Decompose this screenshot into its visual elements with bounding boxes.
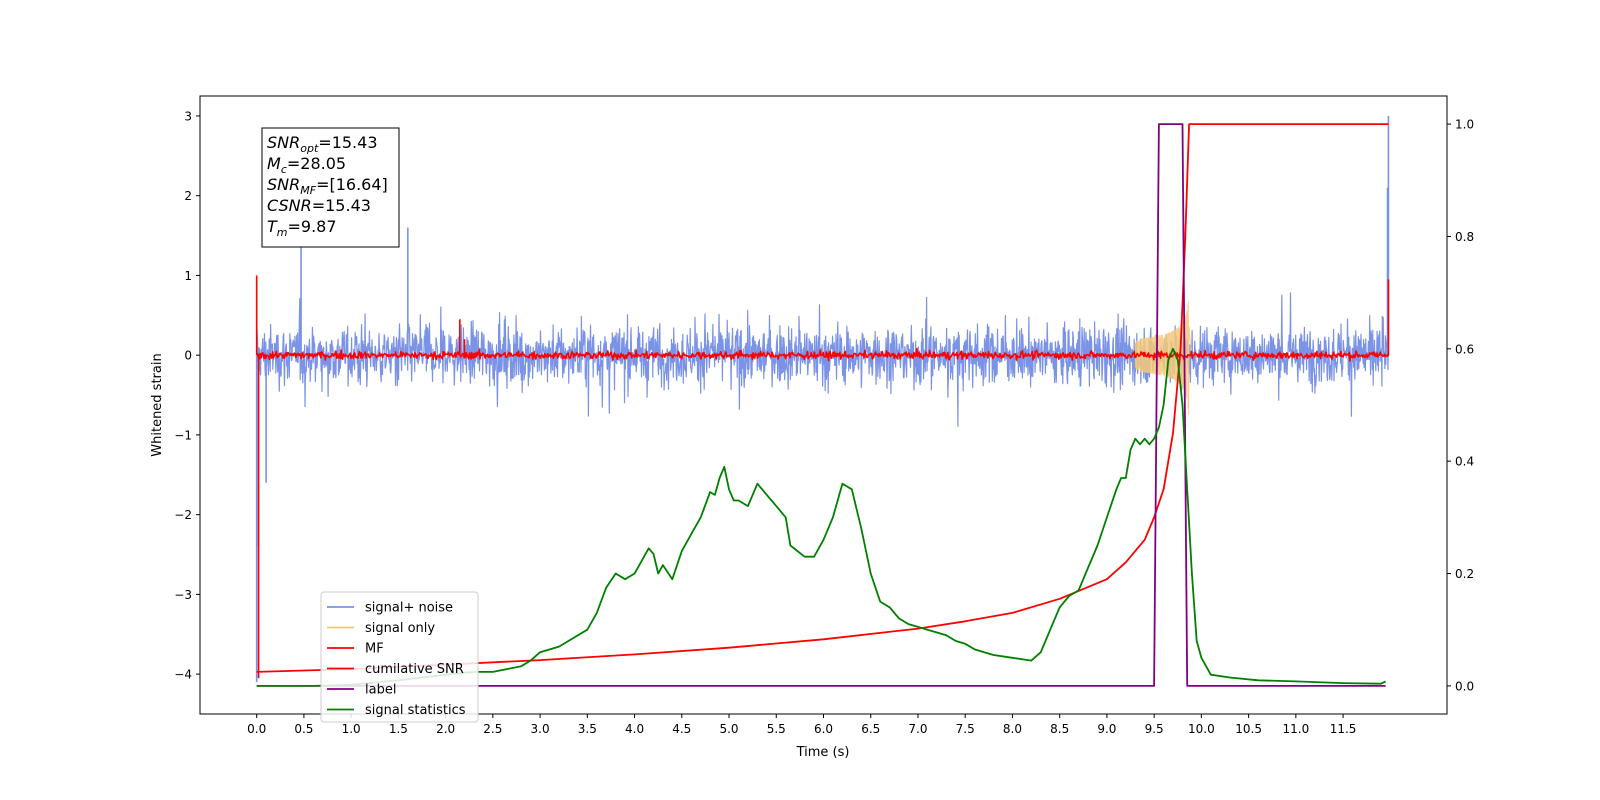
annotation-value: =[16.64] [316, 175, 388, 194]
x-tick-label: 0.0 [247, 722, 266, 736]
y-tick-label-left: 1 [184, 269, 192, 283]
annotation-symbol: SNR [267, 175, 300, 194]
annotation-subscript: c [281, 163, 287, 176]
annotation-symbol: SNR [267, 133, 300, 152]
y-tick-label-left: −1 [174, 428, 192, 442]
x-tick-label: 10.5 [1235, 722, 1262, 736]
annotation-value: =28.05 [287, 154, 346, 173]
x-axis-label: Time (s) [796, 745, 850, 760]
x-tick-label: 6.5 [861, 722, 880, 736]
x-tick-label: 5.0 [719, 722, 738, 736]
y-tick-label-left: −3 [174, 588, 192, 602]
annotation-line: Tm=9.87 [267, 217, 337, 239]
y-tick-label-left: 0 [184, 349, 192, 363]
x-tick-label: 9.5 [1145, 722, 1164, 736]
x-tick-label: 7.5 [956, 722, 975, 736]
series-signal-noise [256, 292, 1389, 427]
annotation-value: =9.87 [288, 217, 337, 236]
x-tick-label: 9.0 [1097, 722, 1116, 736]
x-tick-label: 8.0 [1003, 722, 1022, 736]
x-tick-label: 3.5 [578, 722, 597, 736]
y-tick-label-right: 0.8 [1455, 230, 1474, 244]
legend-label: cumilative SNR [365, 662, 464, 677]
series-signal-statistics [256, 347, 1386, 687]
annotation-subscript: m [277, 226, 288, 239]
series-cumilative-snr [256, 123, 1389, 673]
y-tick-label-right: 0.6 [1455, 342, 1474, 356]
annotation-value: =15.43 [312, 196, 371, 215]
annotation-frame [261, 127, 400, 248]
x-tick-label: 2.5 [483, 722, 502, 736]
y-tick-label-left: 3 [184, 109, 192, 123]
x-tick-label: 10.0 [1188, 722, 1215, 736]
legend: signal+ noise signal only MF cumilative SNR… [320, 591, 479, 723]
legend-frame [320, 591, 479, 723]
x-tick-label: 8.5 [1050, 722, 1069, 736]
annotation-symbol: CSNR [267, 196, 312, 215]
annotation-value: =15.43 [318, 133, 377, 152]
annotation-subscript: MF [300, 184, 316, 197]
y-axis-label: Whitened strain [150, 353, 165, 456]
series-signal-only [1134, 301, 1193, 416]
data-layer [255, 115, 1390, 687]
y-tick-label-left: −4 [174, 668, 192, 682]
annotation-line: CSNR=15.43 [267, 196, 371, 215]
annotation-line: SNRMF=[16.64] [267, 175, 388, 197]
x-tick-label: 11.5 [1330, 722, 1357, 736]
y-tick-label-left: 2 [184, 189, 192, 203]
y-axis-left: 3 2 1 0 −1 −2 −3 −4 [174, 109, 200, 682]
y-tick-label-right: 1.0 [1455, 118, 1474, 132]
legend-label: signal statistics [365, 703, 466, 718]
x-tick-label: 4.5 [672, 722, 691, 736]
annotation-symbol: M [267, 154, 281, 173]
annotation-box: SNRopt=15.43Mc=28.05SNRMF=[16.64]CSNR=15… [261, 127, 400, 248]
series-mf [256, 347, 1390, 362]
legend-label: signal+ noise [365, 601, 453, 616]
legend-label: signal only [365, 621, 435, 636]
x-tick-label: 11.0 [1282, 722, 1309, 736]
x-tick-label: 6.0 [814, 722, 833, 736]
y-tick-label-right: 0.2 [1455, 567, 1474, 581]
x-tick-label: 4.0 [625, 722, 644, 736]
annotation-line: SNRopt=15.43 [267, 133, 378, 155]
x-tick-label: 7.0 [908, 722, 927, 736]
y-tick-label-right: 0.4 [1455, 455, 1474, 469]
plot-area [199, 95, 1448, 715]
annotation-subscript: opt [300, 142, 319, 155]
annotation-symbol: T [267, 217, 278, 236]
x-tick-label: 2.0 [436, 722, 455, 736]
legend-label: label [365, 683, 396, 698]
y-tick-label-right: 0.0 [1455, 679, 1474, 693]
x-tick-label: 0.5 [294, 722, 313, 736]
x-tick-label: 5.5 [767, 722, 786, 736]
x-tick-label: 1.5 [389, 722, 408, 736]
legend-label: MF [365, 642, 384, 657]
y-axis-right: 1.0 0.8 0.6 0.4 0.2 0.0 [1447, 118, 1474, 693]
x-axis: 0.0 0.5 1.0 1.5 2.0 2.5 3.0 3.5 4.0 4.5 5.0 5.5 6.0 6… [247, 714, 1356, 736]
y-tick-label-left: −2 [174, 508, 192, 522]
series-label [256, 123, 1386, 687]
x-tick-label: 1.0 [342, 722, 361, 736]
x-tick-label: 3.0 [531, 722, 550, 736]
annotation-line: Mc=28.05 [267, 154, 346, 176]
